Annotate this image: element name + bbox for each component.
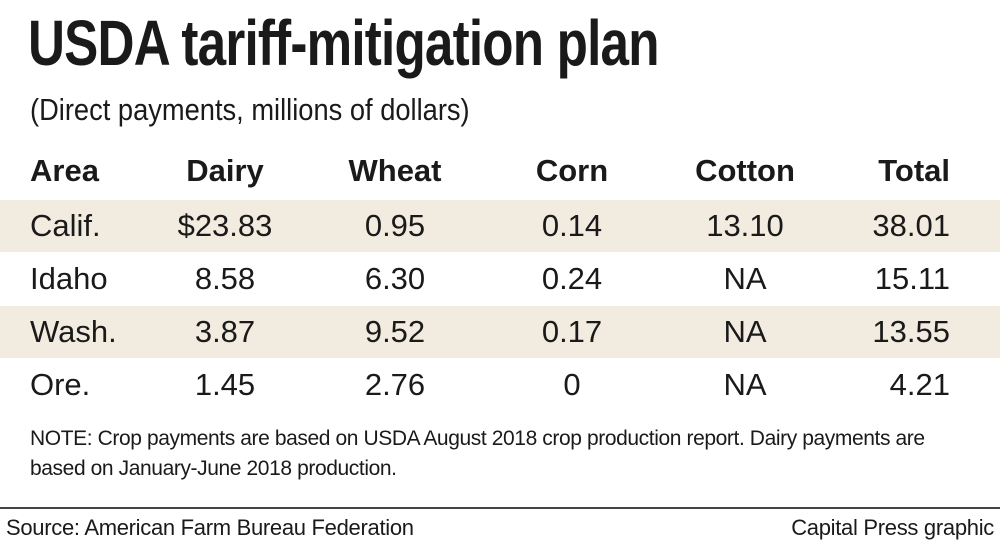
cell: 3.87 — [194, 314, 256, 349]
row-label: Calif. — [30, 208, 101, 243]
note: NOTE: Crop payments are based on USDA Au… — [30, 427, 925, 480]
credit: Capital Press graphic — [791, 515, 994, 540]
table-row: Idaho 8.58 6.30 0.24 NA 15.11 — [0, 253, 1000, 305]
header-row: Area Dairy Wheat Corn Cotton Total — [0, 145, 1000, 197]
subtitle: (Direct payments, millions of dollars) — [30, 92, 470, 127]
row-label: Ore. — [30, 367, 91, 402]
table-row: Calif. $23.83 0.95 0.14 13.10 38.01 — [0, 200, 1000, 252]
column-header: Cotton — [695, 153, 795, 188]
divider — [0, 507, 1000, 509]
cell: 0.14 — [541, 208, 603, 243]
cell: 6.30 — [364, 261, 426, 296]
cell: 0.95 — [364, 208, 426, 243]
cell: NA — [723, 314, 767, 349]
source: Source: American Farm Bureau Federation — [6, 515, 414, 540]
cell: 0 — [563, 367, 581, 402]
column-header: Total — [878, 153, 950, 188]
cell: 13.55 — [872, 314, 950, 349]
cell: 0.17 — [541, 314, 603, 349]
row-label: Idaho — [30, 261, 108, 296]
column-header: Wheat — [348, 153, 442, 188]
title: USDA tariff-mitigation plan — [28, 7, 660, 79]
cell: 13.10 — [706, 208, 784, 243]
column-header: Area — [30, 153, 99, 188]
cell: NA — [723, 367, 767, 402]
cell: 0.24 — [541, 261, 603, 296]
cell: 4.21 — [889, 367, 950, 402]
column-header: Corn — [535, 153, 609, 188]
cell: 2.76 — [364, 367, 426, 402]
column-header: Dairy — [186, 153, 264, 188]
cell: $23.83 — [177, 208, 273, 243]
cell: 9.52 — [364, 314, 426, 349]
row-label: Wash. — [30, 314, 117, 349]
cell: NA — [723, 261, 767, 296]
cell: 1.45 — [194, 367, 256, 402]
cell: 38.01 — [872, 208, 950, 243]
cell: 15.11 — [874, 261, 950, 296]
table-row: Ore. 1.45 2.76 0 NA 4.21 — [0, 359, 1000, 411]
table-row: Wash. 3.87 9.52 0.17 NA 13.55 — [0, 306, 1000, 358]
cell: 8.58 — [194, 261, 256, 296]
